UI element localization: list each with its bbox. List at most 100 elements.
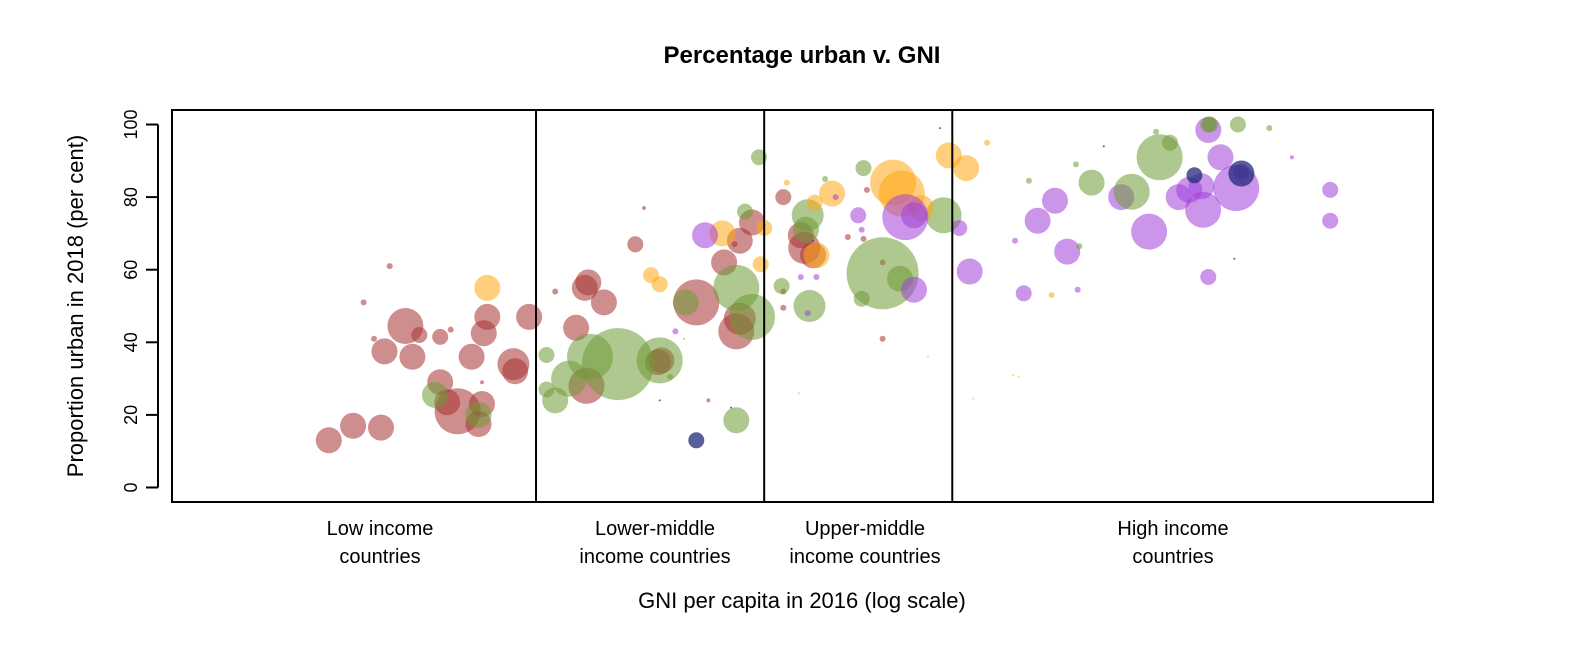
data-point bbox=[651, 276, 668, 293]
data-point bbox=[1074, 286, 1081, 293]
data-point bbox=[752, 256, 769, 273]
data-point bbox=[386, 263, 393, 270]
data-point bbox=[1012, 374, 1015, 376]
data-point bbox=[502, 358, 529, 385]
data-point bbox=[956, 258, 983, 285]
income-band-labels: Low income countries Lower-middle income co… bbox=[327, 518, 1229, 568]
data-point bbox=[1025, 177, 1032, 184]
band-label-line2: income countries bbox=[579, 546, 730, 568]
data-point bbox=[1012, 237, 1018, 244]
data-point bbox=[371, 338, 398, 365]
data-point bbox=[731, 241, 738, 248]
data-point bbox=[642, 206, 646, 210]
data-point bbox=[432, 328, 449, 345]
data-point bbox=[516, 303, 543, 330]
data-point bbox=[581, 328, 654, 401]
data-point bbox=[901, 202, 927, 229]
data-point bbox=[939, 127, 942, 130]
data-point bbox=[858, 226, 865, 233]
data-point bbox=[855, 160, 872, 177]
data-point bbox=[480, 380, 484, 385]
data-point bbox=[1078, 169, 1105, 196]
data-point bbox=[822, 176, 829, 182]
data-point bbox=[951, 220, 968, 236]
data-point bbox=[953, 155, 980, 182]
data-point bbox=[926, 355, 929, 358]
data-point bbox=[819, 180, 846, 207]
data-point bbox=[538, 347, 555, 363]
data-point bbox=[1229, 116, 1246, 133]
data-point bbox=[1322, 181, 1339, 198]
y-axis-label: Proportion urban in 2018 (per cent) bbox=[63, 135, 88, 477]
data-point bbox=[340, 412, 367, 439]
data-point bbox=[1233, 257, 1236, 260]
data-point bbox=[832, 194, 839, 201]
data-point bbox=[315, 427, 342, 454]
data-point bbox=[552, 288, 559, 295]
data-point bbox=[783, 179, 790, 186]
data-point bbox=[860, 235, 867, 242]
y-tick-label: 40 bbox=[121, 332, 141, 352]
data-points bbox=[315, 116, 1339, 454]
data-point bbox=[1054, 238, 1081, 265]
band-label-line1: Low income bbox=[327, 518, 434, 540]
income-band-dividers bbox=[535, 110, 954, 502]
data-point bbox=[737, 203, 753, 220]
data-point bbox=[803, 242, 830, 269]
data-point bbox=[1042, 187, 1068, 214]
data-point bbox=[793, 290, 826, 322]
band-label-line1: Lower-middle bbox=[595, 518, 715, 540]
data-point bbox=[1102, 145, 1105, 148]
data-point bbox=[780, 304, 787, 311]
data-point bbox=[667, 373, 674, 380]
data-point bbox=[683, 337, 686, 340]
band-label-line1: Upper-middle bbox=[805, 518, 925, 540]
data-point bbox=[636, 337, 683, 384]
data-point bbox=[371, 335, 377, 342]
band-label-line1: High income bbox=[1117, 518, 1228, 540]
data-point bbox=[798, 392, 800, 395]
data-point bbox=[730, 406, 733, 409]
data-point bbox=[1200, 269, 1217, 285]
data-point bbox=[984, 139, 991, 146]
data-point bbox=[1185, 191, 1222, 228]
data-point bbox=[658, 399, 661, 402]
data-point bbox=[804, 310, 811, 317]
y-tick-label: 20 bbox=[121, 405, 141, 425]
data-point bbox=[360, 299, 367, 306]
data-point bbox=[1228, 160, 1255, 187]
data-point bbox=[879, 335, 886, 342]
data-point bbox=[853, 290, 870, 307]
data-point bbox=[972, 397, 975, 400]
data-point bbox=[368, 414, 394, 441]
band-label-line2: countries bbox=[339, 546, 420, 568]
data-point bbox=[672, 289, 699, 316]
data-point bbox=[1266, 125, 1273, 132]
data-point bbox=[474, 303, 501, 330]
data-point bbox=[806, 194, 823, 211]
y-tick-label: 100 bbox=[121, 109, 141, 139]
data-point bbox=[773, 278, 790, 294]
data-point bbox=[1162, 134, 1178, 151]
data-point bbox=[863, 186, 870, 193]
data-point bbox=[474, 274, 501, 301]
data-point bbox=[1072, 161, 1079, 168]
band-label-line2: income countries bbox=[789, 546, 940, 568]
data-point bbox=[1024, 207, 1051, 234]
data-point bbox=[844, 234, 851, 240]
data-point bbox=[672, 328, 679, 335]
data-point bbox=[688, 432, 705, 449]
data-point bbox=[422, 381, 448, 408]
data-point bbox=[1076, 243, 1083, 250]
data-point bbox=[1113, 173, 1150, 210]
data-point bbox=[1017, 375, 1020, 378]
data-point bbox=[775, 189, 792, 206]
y-axis: 0 20 40 60 80 100 bbox=[121, 109, 159, 493]
data-point bbox=[813, 274, 820, 280]
data-point bbox=[447, 326, 454, 333]
data-point bbox=[1322, 212, 1339, 229]
data-point bbox=[850, 207, 867, 224]
plot-frame bbox=[171, 109, 1434, 503]
data-point bbox=[627, 236, 644, 253]
data-point bbox=[590, 289, 617, 316]
